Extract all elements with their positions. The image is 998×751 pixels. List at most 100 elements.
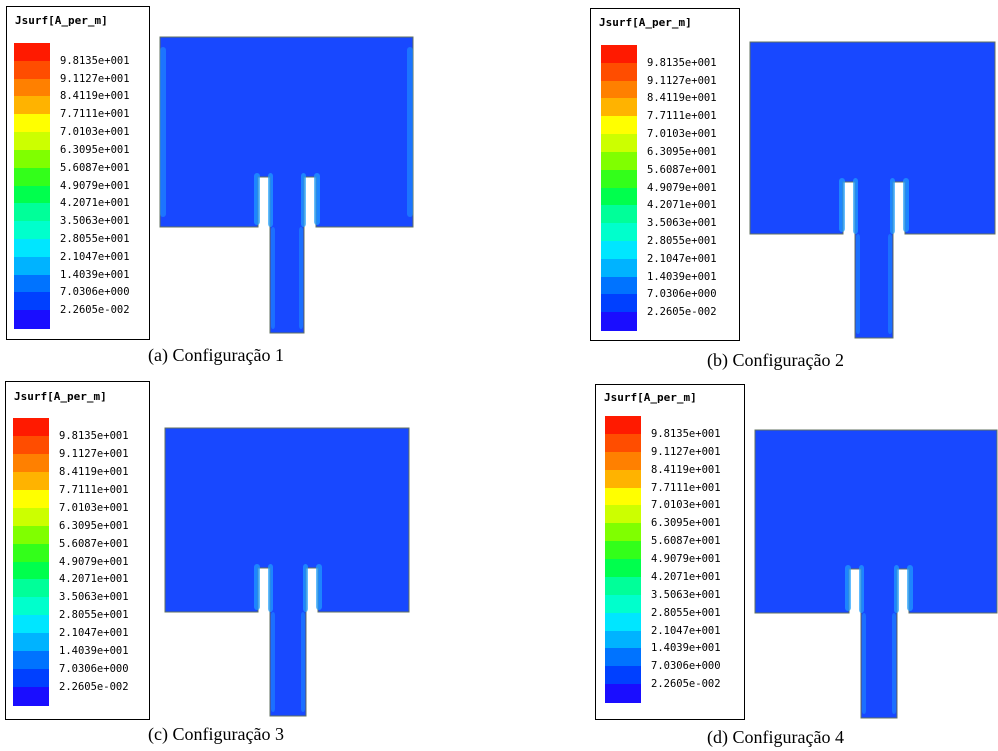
color-swatch	[13, 633, 49, 652]
color-swatch	[14, 132, 50, 151]
color-swatch	[13, 471, 49, 491]
scale-label: 9.8135e+001	[647, 56, 717, 69]
legend-d: Jsurf[A_per_m] 9.8135e+001 9.1127e+001 8.4…	[595, 384, 745, 720]
caption-a: (a) Configuração 1	[148, 345, 284, 365]
scale-label: 4.9079e+001	[59, 555, 129, 568]
scale-label: 6.3095e+001	[647, 145, 717, 158]
current-highlight	[271, 227, 275, 329]
color-swatch	[605, 451, 641, 471]
color-swatch	[14, 274, 50, 293]
color-swatch	[601, 62, 637, 82]
scale-label: 2.8055e+001	[60, 232, 130, 245]
current-highlight	[888, 234, 892, 334]
scale-label: 1.4039e+001	[651, 642, 721, 655]
current-highlight	[892, 613, 896, 714]
color-swatch	[601, 187, 637, 206]
current-highlight	[303, 564, 308, 612]
scale-label: 4.9079e+001	[647, 181, 717, 194]
color-swatch	[14, 256, 50, 276]
scale-label: 9.8135e+001	[59, 429, 129, 442]
scale-label: 1.4039e+001	[60, 268, 130, 281]
color-swatch	[605, 469, 641, 488]
scale-label: 7.0306e+000	[59, 663, 129, 676]
scale-label: 7.7111e+001	[651, 481, 721, 494]
scale-label: 2.1047e+001	[651, 624, 721, 637]
color-swatch	[14, 43, 50, 62]
scale-label: 7.0103e+001	[60, 126, 130, 139]
scale-label: 4.2071e+001	[60, 197, 130, 210]
scale-label: 9.1127e+001	[60, 72, 130, 85]
legend-title: Jsurf[A_per_m]	[604, 391, 697, 404]
scale-label: 9.1127e+001	[59, 447, 129, 460]
color-swatch	[601, 276, 637, 295]
color-swatch	[13, 525, 49, 545]
scale-label: 5.6087e+001	[647, 163, 717, 176]
color-scale: 9.8135e+001 9.1127e+001 8.4119e+001 7.7111e…	[13, 418, 129, 706]
scale-label: 8.4119e+001	[651, 463, 721, 476]
current-highlight	[268, 173, 273, 227]
current-highlight	[407, 47, 413, 217]
scale-label: 1.4039e+001	[647, 270, 717, 283]
scale-label: 7.0306e+000	[60, 286, 130, 299]
scale-label: 2.1047e+001	[60, 250, 130, 263]
scale-label: 3.5063e+001	[60, 215, 130, 228]
legend-c: Jsurf[A_per_m] 9.8135e+001 9.1127e+001 8.4…	[5, 381, 150, 720]
color-swatch	[14, 149, 50, 169]
legend-b: Jsurf[A_per_m] 9.8135e+001 9.1127e+001 8.4…	[590, 8, 740, 341]
scale-label: 7.7111e+001	[60, 108, 130, 121]
current-highlight	[853, 178, 858, 234]
patch-antenna	[164, 427, 410, 717]
patch-antenna	[159, 36, 414, 334]
current-highlight	[890, 178, 895, 234]
scale-label: 8.4119e+001	[59, 465, 129, 478]
color-swatch	[13, 418, 49, 437]
color-swatch	[14, 96, 50, 115]
scale-label: 6.3095e+001	[59, 519, 129, 532]
color-swatch	[13, 489, 49, 509]
color-swatch	[13, 615, 49, 634]
scale-label: 8.4119e+001	[647, 92, 717, 105]
color-swatch	[605, 648, 641, 667]
scale-label: 3.5063e+001	[647, 217, 717, 230]
legend-title: Jsurf[A_per_m]	[15, 14, 108, 27]
color-swatch	[605, 416, 641, 435]
scale-label: 9.8135e+001	[60, 54, 130, 67]
current-distribution-c	[164, 427, 410, 717]
color-swatch	[605, 666, 641, 685]
color-swatch	[605, 594, 641, 614]
scale-label: 5.6087e+001	[60, 161, 130, 174]
scale-label: 3.5063e+001	[651, 588, 721, 601]
scale-label: 6.3095e+001	[651, 517, 721, 530]
color-swatch	[601, 294, 637, 313]
patch-antenna	[754, 429, 998, 719]
color-swatch	[13, 507, 49, 527]
color-swatch	[14, 203, 50, 222]
color-swatch	[601, 223, 637, 242]
scale-label: 2.2605e-002	[651, 678, 721, 691]
scale-label: 4.9079e+001	[651, 553, 721, 565]
color-swatch	[13, 669, 49, 688]
color-swatch	[605, 523, 641, 542]
color-scale: 9.8135e+001 9.1127e+001 8.4119e+001 7.7111e…	[14, 43, 130, 329]
current-highlight	[254, 564, 260, 610]
scale-label: 2.8055e+001	[647, 234, 717, 247]
color-swatch	[13, 435, 49, 455]
color-swatch	[13, 561, 49, 580]
color-swatch	[605, 576, 641, 596]
current-highlight	[301, 612, 305, 712]
scale-label: 4.2071e+001	[651, 570, 721, 583]
scale-label: 5.6087e+001	[59, 537, 129, 550]
scale-label: 2.8055e+001	[651, 606, 721, 619]
scale-label: 4.2071e+001	[59, 573, 129, 586]
scale-label: 2.8055e+001	[59, 609, 129, 622]
scale-label: 7.7111e+001	[647, 110, 717, 123]
scale-label: 7.0306e+000	[651, 660, 721, 673]
color-swatch	[14, 292, 50, 311]
current-highlight	[301, 173, 306, 227]
scale-label: 7.0306e+000	[647, 288, 717, 301]
color-swatch	[605, 684, 641, 703]
legend-title: Jsurf[A_per_m]	[599, 16, 692, 29]
scale-label: 8.4119e+001	[60, 90, 130, 103]
scale-label: 9.1127e+001	[647, 74, 717, 87]
scale-label: 2.1047e+001	[647, 252, 717, 265]
